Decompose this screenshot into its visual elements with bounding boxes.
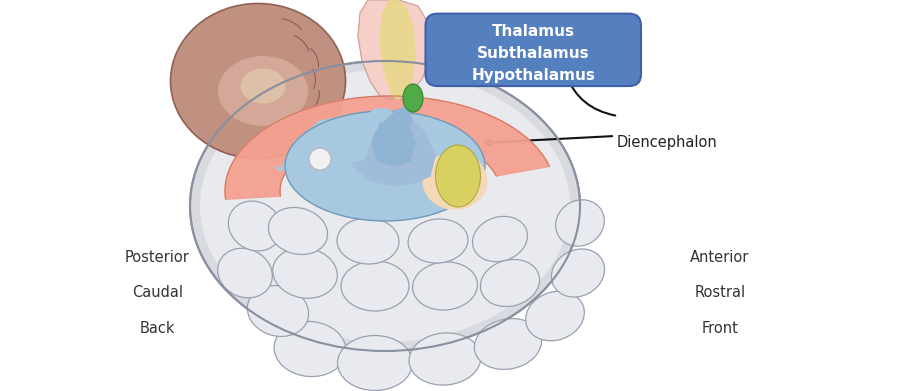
Text: Caudal: Caudal (132, 285, 183, 300)
Ellipse shape (338, 335, 412, 391)
Text: Diencephalon: Diencephalon (616, 135, 717, 150)
Polygon shape (350, 109, 404, 151)
Text: Subthalamus: Subthalamus (477, 46, 590, 61)
Ellipse shape (229, 201, 282, 251)
Text: Front: Front (702, 321, 738, 335)
Ellipse shape (403, 84, 423, 112)
Ellipse shape (190, 61, 580, 351)
Ellipse shape (474, 319, 542, 369)
Ellipse shape (200, 70, 570, 342)
Polygon shape (352, 119, 435, 186)
Text: Rostral: Rostral (695, 285, 745, 300)
Ellipse shape (422, 152, 488, 210)
Ellipse shape (218, 248, 273, 298)
Polygon shape (380, 106, 412, 143)
Ellipse shape (412, 262, 477, 310)
Text: Posterior: Posterior (125, 250, 190, 265)
FancyBboxPatch shape (426, 14, 641, 86)
Ellipse shape (410, 333, 481, 385)
Ellipse shape (240, 68, 285, 104)
Ellipse shape (273, 248, 338, 298)
Ellipse shape (552, 249, 605, 297)
Ellipse shape (268, 208, 328, 255)
Text: Back: Back (140, 321, 176, 335)
Ellipse shape (472, 216, 527, 262)
Ellipse shape (555, 200, 604, 246)
Ellipse shape (218, 56, 308, 126)
Ellipse shape (337, 218, 399, 264)
Ellipse shape (309, 148, 331, 170)
Ellipse shape (248, 285, 309, 336)
Polygon shape (372, 116, 415, 166)
Text: Hypothalamus: Hypothalamus (472, 68, 595, 83)
Ellipse shape (285, 111, 485, 221)
Ellipse shape (408, 219, 468, 263)
Ellipse shape (274, 321, 346, 377)
Ellipse shape (436, 145, 481, 207)
Ellipse shape (481, 260, 540, 307)
Polygon shape (380, 0, 415, 99)
Polygon shape (358, 0, 432, 99)
Polygon shape (225, 96, 549, 199)
Ellipse shape (526, 291, 584, 341)
Polygon shape (275, 113, 460, 195)
Ellipse shape (170, 4, 346, 158)
Text: Thalamus: Thalamus (491, 23, 575, 39)
Polygon shape (338, 123, 415, 181)
Ellipse shape (341, 261, 409, 311)
Text: Anterior: Anterior (690, 250, 750, 265)
